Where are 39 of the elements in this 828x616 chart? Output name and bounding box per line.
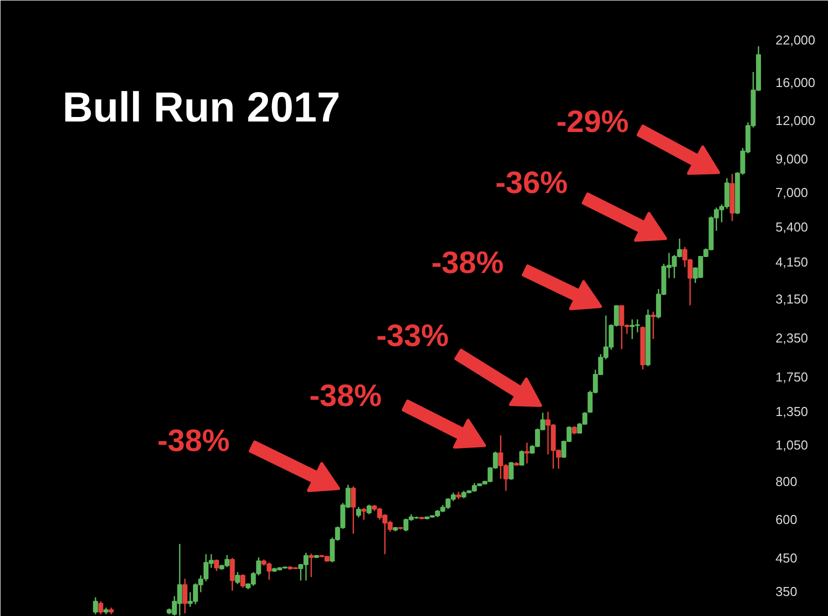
annotation: -38% (157, 423, 230, 458)
candlestick (350, 486, 356, 534)
candlestick (366, 504, 372, 515)
candlestick (356, 506, 362, 518)
y-tick-label: 22,000 (776, 32, 816, 48)
y-tick-label: 350 (776, 584, 798, 599)
y-tick-label: 16,000 (776, 74, 816, 90)
y-tick-label: 4,150 (776, 254, 808, 270)
y-tick-label: 2,350 (776, 330, 808, 346)
candlestick (230, 557, 235, 592)
annotation: -38% (431, 245, 504, 280)
y-tick-label: 3,150 (776, 291, 808, 306)
y-tick-label: 600 (776, 512, 798, 528)
y-tick-label: 450 (776, 550, 798, 566)
y-tick-label: 9,000 (776, 152, 808, 167)
candlestick (235, 571, 240, 585)
y-tick-label: 1,750 (776, 370, 808, 385)
text: Bull Run 2017 (62, 84, 340, 130)
annotation: -36% (495, 165, 568, 200)
annotation: -29% (556, 104, 629, 139)
candlestick (308, 552, 314, 578)
y-tick-label: 1,350 (776, 404, 808, 420)
y-tick-label: 12,000 (776, 113, 816, 128)
candlestick (650, 311, 656, 340)
candlestick (240, 574, 246, 588)
y-tick-label: 5,400 (776, 220, 808, 235)
candlestick (519, 450, 524, 466)
annotation: -33% (376, 318, 449, 353)
candlestick (182, 578, 188, 614)
y-tick-label: 7,000 (776, 185, 808, 200)
candlestick (361, 507, 366, 520)
candlestick (508, 461, 514, 480)
candlestick (93, 596, 98, 615)
y-tick-label: 1,050 (776, 438, 808, 453)
candlestick (524, 442, 530, 464)
candlestick (214, 558, 219, 572)
annotation: -38% (309, 378, 382, 413)
candlestick (98, 600, 104, 615)
y-tick-label: 800 (776, 474, 798, 489)
